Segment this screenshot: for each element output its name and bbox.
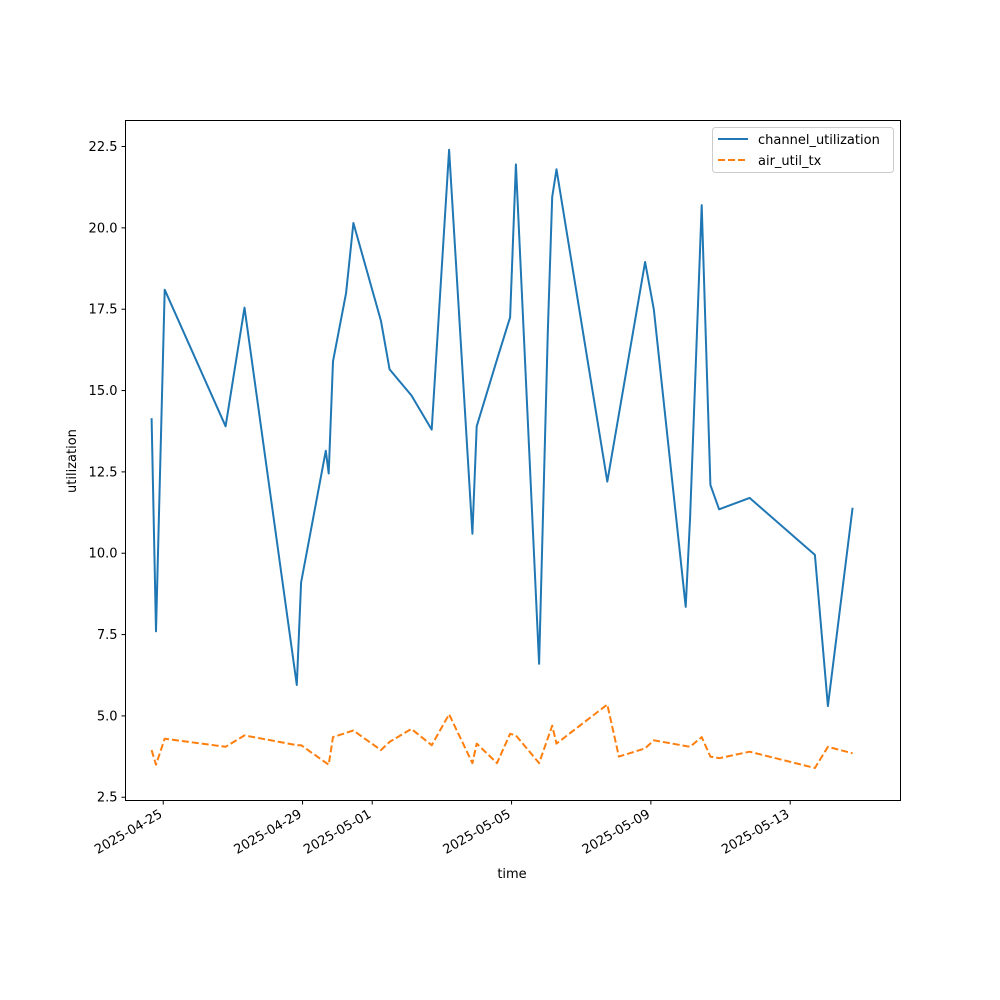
y-tick-label: 10.0 bbox=[89, 547, 118, 562]
y-tick-label: 20.0 bbox=[89, 221, 118, 236]
series-line-channel-utilization bbox=[150, 148, 854, 708]
y-tick-label: 22.5 bbox=[89, 140, 118, 155]
y-axis: 2.5 5.0 7.5 10.0 12.5 15.0 17.5 20.0 22.5 bbox=[89, 140, 126, 806]
y-tick-label: 12.5 bbox=[89, 465, 118, 480]
y-axis-label: utilization bbox=[65, 429, 80, 493]
legend-label-air-util-tx: air_util_tx bbox=[758, 154, 822, 169]
y-tick-label: 7.5 bbox=[97, 628, 118, 643]
y-tick-label: 17.5 bbox=[89, 303, 118, 318]
legend-label-channel-utilization: channel_utilization bbox=[758, 133, 880, 148]
legend-box bbox=[712, 127, 894, 173]
y-tick-label: 5.0 bbox=[97, 709, 118, 724]
series-line-air-util-tx bbox=[150, 703, 853, 769]
x-axis-label: time bbox=[497, 867, 526, 882]
series-layer bbox=[150, 148, 854, 769]
plot-area-frame bbox=[125, 120, 901, 801]
y-tick-label: 15.0 bbox=[89, 384, 118, 399]
legend: channel_utilization air_util_tx bbox=[712, 127, 894, 173]
y-tick-label: 2.5 bbox=[97, 791, 118, 806]
